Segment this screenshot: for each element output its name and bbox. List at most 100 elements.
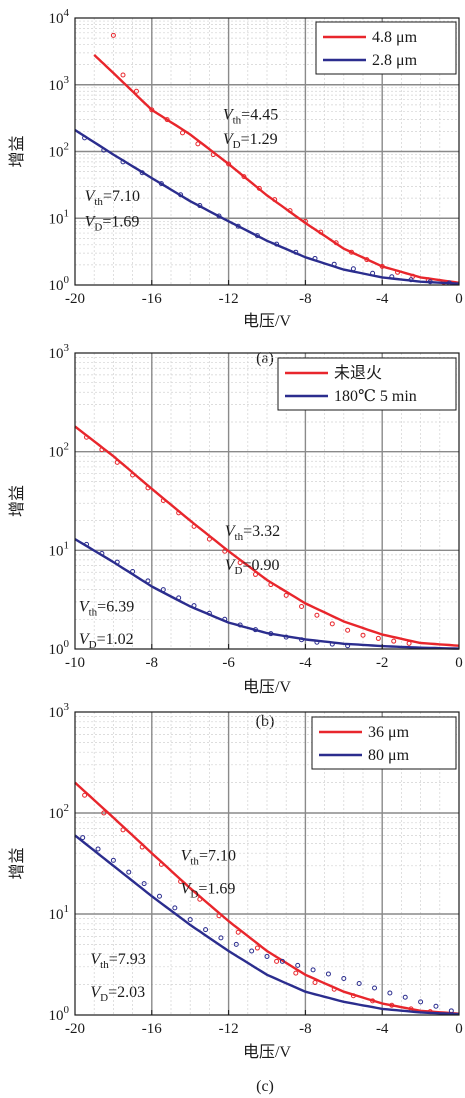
y-tick-exponent: 2 [64,441,70,453]
annotation-symbol: V [181,847,193,864]
x-tick-label: -8 [146,655,159,671]
x-tick-label: -8 [299,291,312,307]
series-line-0 [93,54,460,284]
x-axis-label: 电压/V [243,1043,291,1061]
y-tick-label: 103 [49,74,70,94]
annotation-symbol: V [225,557,237,574]
x-tick-label: -16 [142,1021,162,1037]
annotation: Vth=7.10 [181,847,236,867]
annotation-subscript: D [94,222,102,234]
data-point-1 [249,948,255,954]
data-point-0 [235,929,241,935]
y-axis-label: 增益 [8,485,26,517]
x-tick-label: -8 [299,1021,312,1037]
data-point-0 [360,632,366,638]
data-point-0 [274,958,280,964]
annotation-value: =7.93 [109,951,146,968]
annotation-symbol: V [85,188,97,205]
x-tick-label: -12 [219,291,239,307]
x-tick-label: 0 [455,1021,463,1037]
annotation-subscript: th [100,959,109,971]
y-tick-base: 10 [49,278,64,294]
annotation: Vth=6.39 [79,598,134,618]
data-point-0 [375,635,381,641]
legend-label-1: 80 μm [368,747,410,764]
annotation-symbol: V [90,951,102,968]
annotation-symbol: V [85,214,97,231]
y-tick-exponent: 3 [64,74,70,86]
data-point-1 [418,999,424,1005]
y-axis-label: 增益 [8,135,26,167]
annotation: VD=2.03 [90,984,145,1004]
y-tick-label: 103 [49,701,70,721]
y-tick-label: 101 [49,903,70,923]
data-point-1 [141,881,147,887]
x-tick-label: -10 [65,655,85,671]
data-point-1 [233,941,239,947]
y-tick-base: 10 [49,806,64,822]
data-point-0 [391,638,397,644]
data-point-0 [312,979,318,985]
data-point-1 [356,981,362,987]
y-tick-base: 10 [49,211,64,227]
legend-label-0: 未退火 [334,364,382,382]
annotation-value: =6.39 [97,598,134,615]
data-point-1 [95,846,101,852]
y-tick-label: 103 [49,342,70,362]
data-point-0 [314,612,320,618]
y-tick-base: 10 [49,907,64,923]
legend-label-1: 180℃ 5 min [334,388,417,405]
annotation-value: =7.10 [199,847,236,864]
y-tick-base: 10 [49,346,64,362]
series-line-1 [74,538,460,650]
data-point-0 [82,792,88,798]
legend-label-1: 2.8 μm [372,52,418,69]
y-tick-label: 102 [49,802,70,822]
annotation-value: =7.10 [103,188,140,205]
legend: 未退火 180℃ 5 min [277,357,457,411]
legend-label-0: 36 μm [368,724,410,741]
annotation-symbol: V [181,880,193,897]
y-tick-base: 10 [49,543,64,559]
x-tick-label: -20 [65,291,85,307]
data-point-0 [293,970,299,976]
legend-label-0: 4.8 μm [372,29,418,46]
panel-caption: (c) [256,1078,274,1095]
annotation-subscript: D [233,139,241,151]
annotation: Vth=4.45 [223,107,278,127]
data-point-0 [110,32,116,38]
y-tick-label: 101 [49,539,70,559]
annotation-symbol: V [223,107,235,124]
legend-box [315,21,457,75]
y-tick-label: 101 [49,207,70,227]
y-tick-label: 100 [49,274,70,294]
annotation-subscript: th [235,531,244,543]
y-tick-exponent: 0 [64,1004,70,1016]
y-tick-exponent: 4 [64,7,70,19]
data-point-1 [310,967,316,973]
legend-box [277,357,457,411]
data-point-1 [203,927,209,933]
x-tick-label: 0 [455,655,463,671]
y-tick-exponent: 0 [64,638,70,650]
data-point-0 [120,72,126,78]
chart-0: -20 -16 -12 -8 -4 0100101102103104电压/V增益(a)4.… [8,7,463,367]
y-tick-label: 100 [49,1004,70,1024]
y-tick-base: 10 [49,78,64,94]
y-tick-exponent: 3 [64,342,70,354]
annotation: VD=1.69 [85,214,140,234]
data-point-0 [241,174,247,180]
data-point-0 [254,945,260,951]
x-tick-label: -20 [65,1021,85,1037]
annotation-value: =1.69 [102,214,139,231]
annotation-symbol: V [223,131,235,148]
annotation-subscript: th [190,855,199,867]
x-axis-label: 电压/V [243,678,291,696]
series-line-0 [74,425,460,647]
x-tick-label: 0 [455,291,463,307]
data-point-1 [218,935,224,941]
annotation: Vth=7.93 [90,951,145,971]
y-tick-label: 104 [49,7,70,27]
